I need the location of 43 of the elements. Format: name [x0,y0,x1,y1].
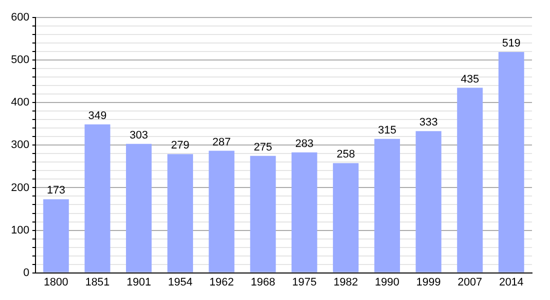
x-tick-label: 1990 [374,276,400,288]
data-label: 519 [502,38,520,50]
bar [250,156,276,272]
x-tick-label: 1954 [168,276,192,288]
data-label: 303 [130,129,148,142]
x-tick-label: 1975 [292,276,317,288]
bar [208,150,234,272]
y-tick-label: 200 [10,182,30,194]
bar [43,199,69,272]
y-tick-label: 600 [10,12,30,24]
x-tick-label: 1800 [44,276,68,288]
data-label: 173 [46,184,66,197]
data-label: 315 [378,124,396,136]
bar [126,144,152,272]
bar [292,152,318,272]
data-label: 283 [295,138,314,150]
data-label: 275 [254,141,272,154]
x-tick-label: 1982 [334,276,358,288]
data-label: 333 [419,116,438,129]
x-tick-label: 1999 [416,276,441,288]
data-label: 258 [336,148,355,161]
bar [374,138,400,272]
x-tick-label: 1968 [250,276,276,288]
bar [416,131,442,272]
bar [332,163,359,272]
data-label: 349 [88,110,107,122]
data-label: 435 [460,73,480,86]
y-tick-label: 400 [10,96,30,109]
bar [498,52,524,272]
data-label: 279 [171,140,190,152]
x-tick-label: 2007 [458,276,482,288]
bar [84,124,110,272]
y-tick-label: 500 [10,54,30,66]
bar [457,88,483,272]
bar [167,154,194,272]
y-tick-label: 100 [10,224,30,236]
x-tick-label: 1901 [126,276,152,288]
y-tick-label: 300 [10,139,30,152]
data-label: 287 [212,136,231,148]
x-tick-label: 1962 [209,276,234,288]
x-tick-label: 2014 [499,276,524,288]
y-tick-label: 0 [23,266,30,279]
x-tick-label: 1851 [85,276,110,288]
